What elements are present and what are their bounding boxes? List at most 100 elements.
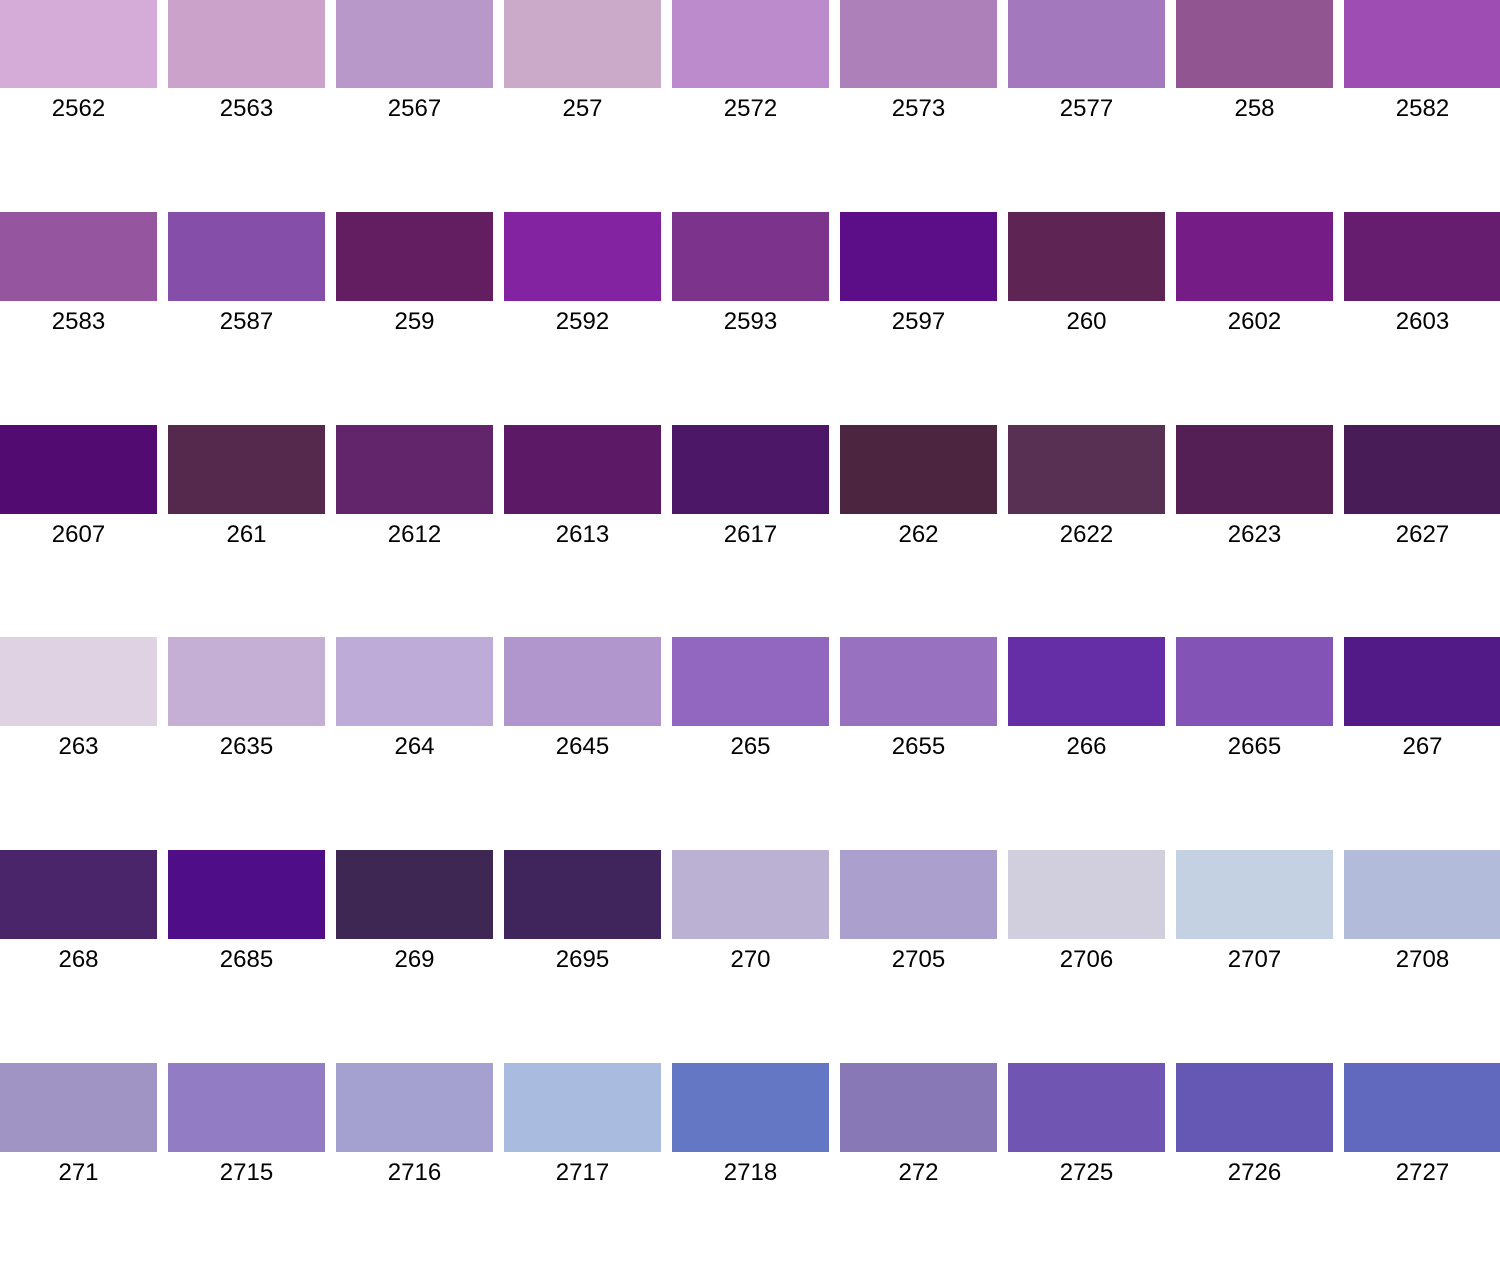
- color-chip: [504, 212, 661, 301]
- swatch-code-label: 2597: [891, 308, 946, 335]
- swatch-code-label: 2592: [555, 308, 610, 335]
- swatch-2706: 2706: [1008, 850, 1165, 980]
- swatch-265: 265: [672, 637, 829, 767]
- color-chip: [0, 1063, 157, 1152]
- swatch-267: 267: [1344, 637, 1500, 767]
- swatch-code-label: 2563: [219, 95, 274, 122]
- swatch-code-label: 2627: [1395, 521, 1450, 548]
- color-chip: [168, 212, 325, 301]
- swatch-268: 268: [0, 850, 157, 980]
- swatch-2583: 2583: [0, 212, 157, 342]
- swatch-code-label: 2617: [723, 521, 778, 548]
- swatch-2562: 2562: [0, 0, 157, 129]
- swatch-code-label: 257: [562, 95, 603, 122]
- swatch-code-label: 2727: [1395, 1159, 1450, 1186]
- swatch-code-label: 258: [1234, 95, 1275, 122]
- color-chip: [1344, 637, 1500, 726]
- swatch-code-label: 2665: [1227, 733, 1282, 760]
- color-chip: [168, 1063, 325, 1152]
- swatch-2572: 2572: [672, 0, 829, 129]
- color-chip: [840, 637, 997, 726]
- color-chip: [1008, 0, 1165, 88]
- swatch-2612: 2612: [336, 425, 493, 555]
- swatch-2567: 2567: [336, 0, 493, 129]
- color-chip: [1008, 425, 1165, 514]
- swatch-code-label: 2716: [387, 1159, 442, 1186]
- color-chip: [168, 0, 325, 88]
- swatch-2718: 2718: [672, 1063, 829, 1193]
- swatch-269: 269: [336, 850, 493, 980]
- swatch-code-label: 2715: [219, 1159, 274, 1186]
- swatch-code-label: 259: [394, 308, 435, 335]
- color-chip: [0, 637, 157, 726]
- swatch-260: 260: [1008, 212, 1165, 342]
- swatch-code-label: 265: [730, 733, 771, 760]
- swatch-code-label: 263: [58, 733, 99, 760]
- swatch-2563: 2563: [168, 0, 325, 129]
- swatch-2726: 2726: [1176, 1063, 1333, 1193]
- swatch-code-label: 2612: [387, 521, 442, 548]
- color-chip: [336, 1063, 493, 1152]
- swatch-code-label: 2593: [723, 308, 778, 335]
- swatch-code-label: 2718: [723, 1159, 778, 1186]
- swatch-2622: 2622: [1008, 425, 1165, 555]
- color-chip: [672, 212, 829, 301]
- swatch-code-label: 2725: [1059, 1159, 1114, 1186]
- swatch-2627: 2627: [1344, 425, 1500, 555]
- color-chip: [1008, 850, 1165, 939]
- swatch-code-label: 2567: [387, 95, 442, 122]
- color-chip: [336, 425, 493, 514]
- swatch-2715: 2715: [168, 1063, 325, 1193]
- swatch-2635: 2635: [168, 637, 325, 767]
- swatch-2685: 2685: [168, 850, 325, 980]
- swatch-code-label: 2726: [1227, 1159, 1282, 1186]
- swatch-code-label: 2573: [891, 95, 946, 122]
- color-chip: [840, 1063, 997, 1152]
- swatch-2708: 2708: [1344, 850, 1500, 980]
- swatch-code-label: 2708: [1395, 946, 1450, 973]
- color-chip: [840, 0, 997, 88]
- swatch-2602: 2602: [1176, 212, 1333, 342]
- swatch-code-label: 262: [898, 521, 939, 548]
- color-chip: [0, 850, 157, 939]
- swatch-262: 262: [840, 425, 997, 555]
- color-chip: [504, 425, 661, 514]
- swatch-code-label: 2706: [1059, 946, 1114, 973]
- swatch-2593: 2593: [672, 212, 829, 342]
- swatch-code-label: 261: [226, 521, 267, 548]
- swatch-2607: 2607: [0, 425, 157, 555]
- color-chip: [0, 0, 157, 88]
- color-chip: [1176, 637, 1333, 726]
- swatch-code-label: 270: [730, 946, 771, 973]
- swatch-2695: 2695: [504, 850, 661, 980]
- swatch-2592: 2592: [504, 212, 661, 342]
- swatch-code-label: 260: [1066, 308, 1107, 335]
- swatch-2617: 2617: [672, 425, 829, 555]
- swatch-2623: 2623: [1176, 425, 1333, 555]
- swatch-2582: 2582: [1344, 0, 1500, 129]
- color-chip: [168, 637, 325, 726]
- swatch-code-label: 267: [1402, 733, 1443, 760]
- swatch-264: 264: [336, 637, 493, 767]
- swatch-258: 258: [1176, 0, 1333, 129]
- swatch-code-label: 2707: [1227, 946, 1282, 973]
- swatch-257: 257: [504, 0, 661, 129]
- color-chip: [504, 850, 661, 939]
- color-chip: [672, 850, 829, 939]
- swatch-code-label: 2582: [1395, 95, 1450, 122]
- swatch-code-label: 268: [58, 946, 99, 973]
- swatch-code-label: 272: [898, 1159, 939, 1186]
- swatch-259: 259: [336, 212, 493, 342]
- color-chip: [336, 212, 493, 301]
- color-chip: [168, 850, 325, 939]
- swatch-2705: 2705: [840, 850, 997, 980]
- swatch-code-label: 2623: [1227, 521, 1282, 548]
- color-chip: [672, 425, 829, 514]
- swatch-2665: 2665: [1176, 637, 1333, 767]
- swatch-code-label: 2607: [51, 521, 106, 548]
- color-chip: [1008, 1063, 1165, 1152]
- swatch-code-label: 264: [394, 733, 435, 760]
- color-chip: [336, 0, 493, 88]
- color-chip: [1344, 0, 1500, 88]
